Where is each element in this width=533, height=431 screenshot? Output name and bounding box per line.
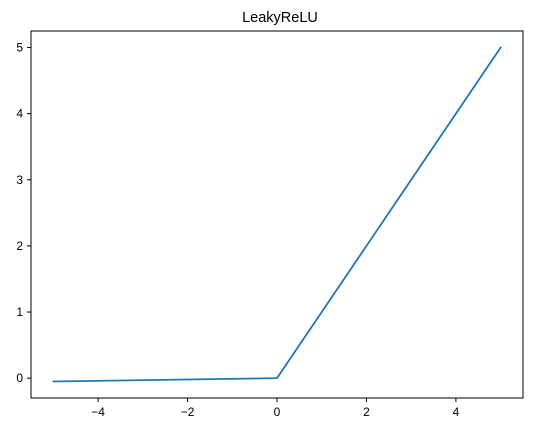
- x-tick-label: 4: [453, 405, 460, 419]
- series-line-0: [52, 46, 502, 383]
- chart-title: LeakyReLU: [242, 10, 318, 26]
- y-tick-label: 0: [16, 371, 23, 385]
- x-tick-label: 0: [274, 405, 281, 419]
- x-tick-label: −4: [91, 405, 105, 419]
- axes-frame: [30, 30, 524, 399]
- plot-area: −4 −2 0 2 4 0 1 2 3 4 5: [16, 30, 524, 419]
- y-tick-label: 2: [16, 239, 23, 253]
- x-tick-label: 2: [363, 405, 370, 419]
- y-tick-label: 5: [16, 41, 23, 55]
- y-tick-label: 1: [16, 305, 23, 319]
- x-tick-label: −2: [181, 405, 195, 419]
- y-tick-label: 3: [16, 173, 23, 187]
- y-tick-label: 4: [16, 107, 23, 121]
